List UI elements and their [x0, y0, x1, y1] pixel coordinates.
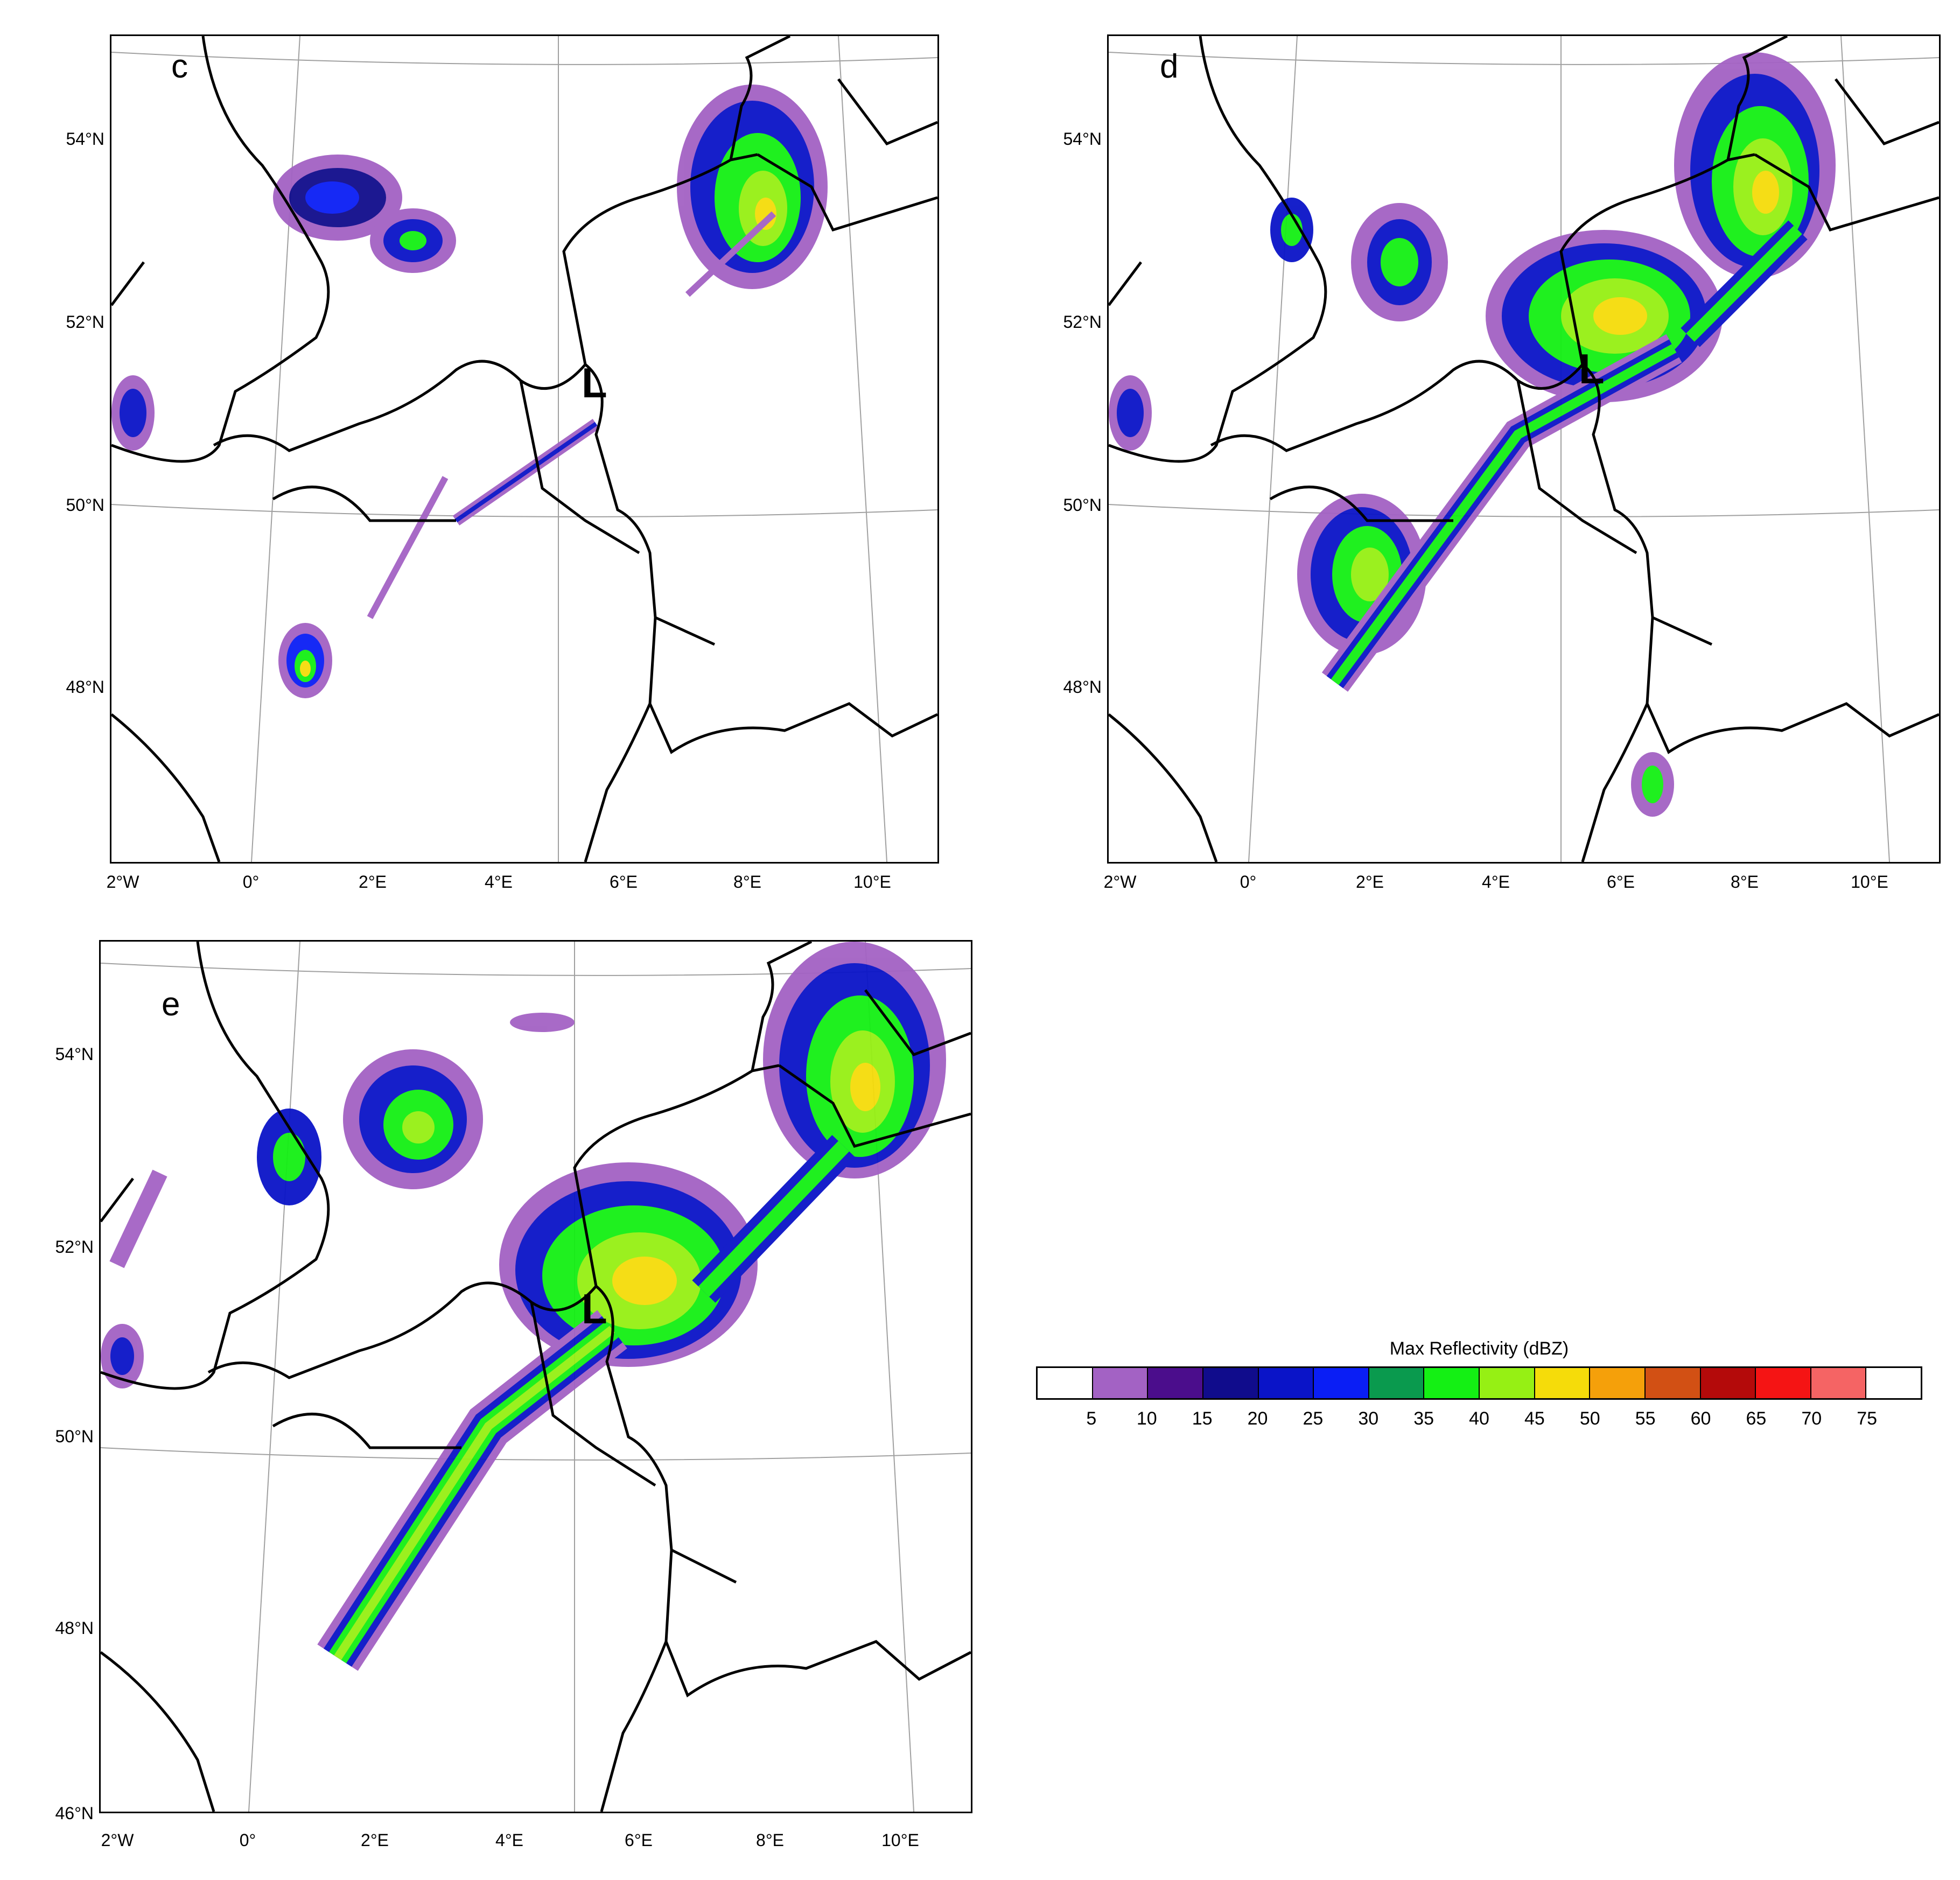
reflectivity-field-e — [101, 942, 946, 1671]
lat-label: 50°N — [66, 495, 105, 515]
legend-tick-label: 50 — [1579, 1408, 1600, 1429]
gridline-lat-50 — [1109, 504, 1939, 517]
legend-tick-label: 35 — [1413, 1408, 1434, 1429]
lon-label: 2°W — [1103, 872, 1137, 892]
legend-swatch — [1866, 1368, 1921, 1398]
lon-label: 2°W — [106, 872, 139, 892]
legend-swatch — [1258, 1368, 1314, 1398]
legend-tick-label: 60 — [1690, 1408, 1711, 1429]
legend-tick-label: 10 — [1136, 1408, 1157, 1429]
low-pressure-marker: L — [582, 1285, 607, 1332]
map-e — [101, 942, 971, 1812]
legend-swatch — [1645, 1368, 1701, 1398]
legend-tick-label: 45 — [1524, 1408, 1545, 1429]
lat-label: 52°N — [66, 312, 105, 332]
legend-tick-label: 5 — [1086, 1408, 1097, 1429]
lat-label: 48°N — [55, 1618, 94, 1638]
legend-swatch — [1480, 1368, 1535, 1398]
gridline-lon-10 — [838, 36, 887, 862]
coastlines-c — [111, 36, 937, 862]
gridline-lat-55 — [111, 52, 937, 65]
legend-swatch — [1535, 1368, 1591, 1398]
map-frame-d — [1107, 34, 1941, 864]
panel-d: d L 54°N 52°N 50°N 48°N 2°W 0° 2°E 4°E 6… — [991, 0, 1960, 904]
panel-c: c L 54°N 52°N 50°N 48°N 2°W 0° 2°E 4°E 6… — [0, 0, 958, 904]
legend-colorbar — [1036, 1366, 1922, 1400]
gridline-lat-50 — [101, 1447, 971, 1461]
lat-label: 48°N — [66, 677, 105, 697]
lon-label: 2°E — [361, 1830, 389, 1850]
lat-label: 48°N — [1063, 677, 1102, 697]
lat-label: 52°N — [1063, 312, 1102, 332]
lat-label: 50°N — [1063, 495, 1102, 515]
legend-tick-label: 70 — [1801, 1408, 1822, 1429]
legend-swatch — [1700, 1368, 1756, 1398]
legend-tick-label: 65 — [1746, 1408, 1767, 1429]
legend-tick-label: 55 — [1635, 1408, 1656, 1429]
lon-label: 0° — [239, 1830, 256, 1850]
low-pressure-marker: L — [582, 359, 607, 406]
panel-letter: c — [171, 48, 188, 85]
lon-label: 6°E — [625, 1830, 653, 1850]
lat-label: 52°N — [55, 1237, 94, 1257]
legend-swatch — [1369, 1368, 1425, 1398]
lon-label: 10°E — [881, 1830, 919, 1850]
lon-label: 0° — [242, 872, 260, 892]
lon-label: 0° — [1240, 872, 1257, 892]
map-d — [1109, 36, 1939, 862]
lon-label: 10°E — [1851, 872, 1888, 892]
legend-tick-label: 40 — [1469, 1408, 1489, 1429]
gridline-lat-55 — [1109, 52, 1939, 65]
lon-label: 10°E — [853, 872, 891, 892]
lon-label: 2°E — [359, 872, 387, 892]
coastlines-e — [101, 942, 971, 1812]
legend-title: Max Reflectivity (dBZ) — [1389, 1338, 1569, 1359]
legend-tick-label: 30 — [1358, 1408, 1379, 1429]
lon-label: 4°E — [1482, 872, 1510, 892]
legend-tick-label: 25 — [1303, 1408, 1324, 1429]
legend-swatch — [1038, 1368, 1093, 1398]
legend-swatch — [1756, 1368, 1811, 1398]
lat-label: 54°N — [55, 1044, 94, 1064]
legend-swatch — [1203, 1368, 1259, 1398]
legend-swatch — [1424, 1368, 1480, 1398]
lon-label: 8°E — [733, 872, 761, 892]
reflectivity-field-c — [111, 85, 828, 698]
coastlines-d — [1109, 36, 1939, 862]
panel-e: e L 54°N 52°N 50°N 48°N 46°N 2°W 0° 2°E … — [0, 915, 991, 1880]
low-pressure-marker: L — [1579, 345, 1605, 392]
lon-label: 4°E — [495, 1830, 523, 1850]
lat-label: 54°N — [66, 129, 105, 149]
lat-label: 50°N — [55, 1427, 94, 1446]
lon-label: 4°E — [485, 872, 513, 892]
lon-label: 8°E — [1731, 872, 1759, 892]
legend-tick-label: 75 — [1857, 1408, 1878, 1429]
panel-letter: e — [162, 986, 180, 1023]
legend-swatch — [1590, 1368, 1646, 1398]
legend-swatch — [1811, 1368, 1867, 1398]
map-frame-e — [99, 940, 972, 1813]
lat-label: 46°N — [55, 1804, 94, 1823]
gridline-lon-0 — [248, 942, 300, 1812]
lat-label: 54°N — [1063, 129, 1102, 149]
gridline-lon-0 — [1248, 36, 1298, 862]
map-frame-c — [110, 34, 939, 864]
lon-label: 2°W — [101, 1830, 134, 1850]
lon-label: 6°E — [610, 872, 638, 892]
color-legend: Max Reflectivity (dBZ) 5 10 15 20 25 30 35 40 45… — [1036, 1338, 1922, 1441]
gridline-lat-50 — [111, 504, 937, 517]
legend-tick-label: 20 — [1247, 1408, 1268, 1429]
lon-label: 6°E — [1607, 872, 1635, 892]
legend-swatch — [1093, 1368, 1149, 1398]
legend-swatch — [1314, 1368, 1369, 1398]
map-c — [111, 36, 937, 862]
legend-tick-label: 15 — [1192, 1408, 1213, 1429]
lon-label: 8°E — [756, 1830, 784, 1850]
panel-letter: d — [1160, 48, 1179, 85]
legend-swatch — [1148, 1368, 1203, 1398]
lon-label: 2°E — [1356, 872, 1384, 892]
gridline-lon-10 — [1840, 36, 1890, 862]
reflectivity-field-d — [1109, 52, 1836, 817]
